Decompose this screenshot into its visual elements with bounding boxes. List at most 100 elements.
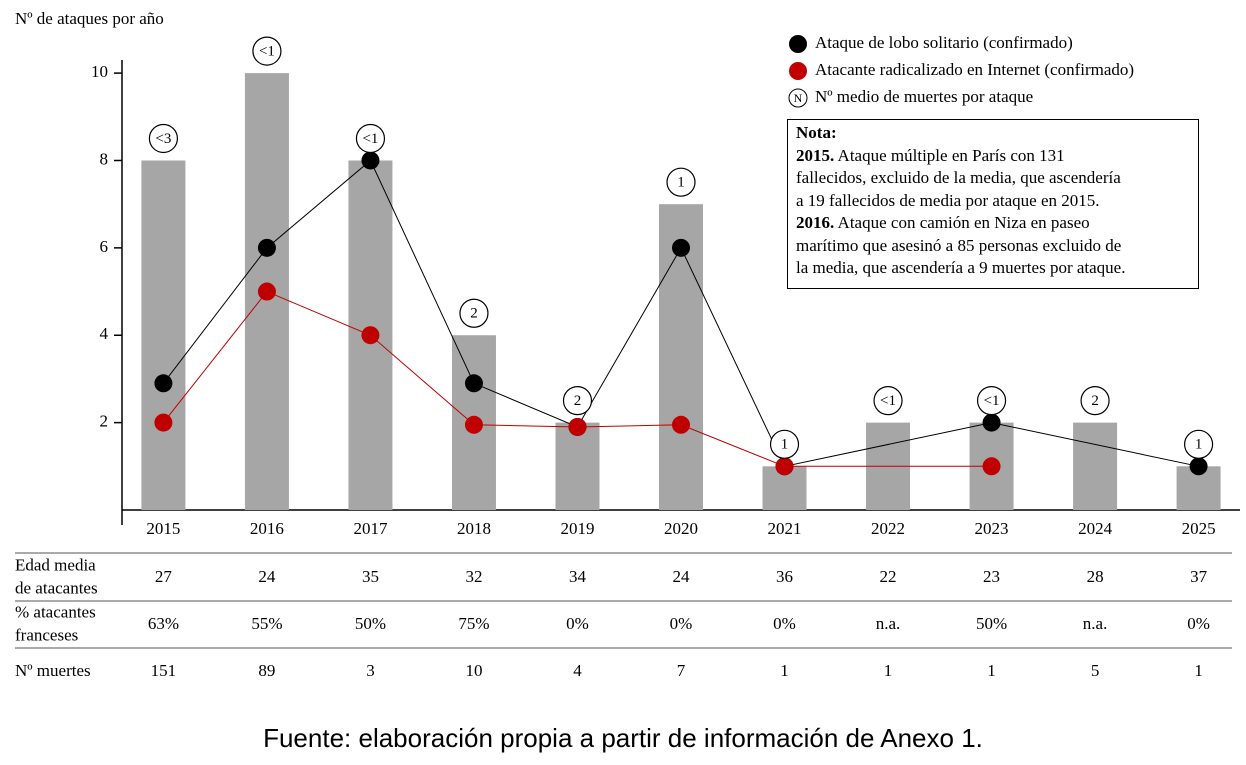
table-cell: 75% (458, 614, 489, 633)
bubble-label: 2 (574, 393, 582, 409)
series-dot (672, 238, 690, 257)
source: Fuente: elaboración propia a partir de i… (263, 723, 983, 753)
note: Nota: 2015. Ataque múltiple en París con… (787, 119, 1199, 289)
legend-bubble-symbol: N (794, 91, 803, 105)
legend-label: Atacante radicalizado en Internet (confi… (815, 60, 1134, 79)
y-tick-label: 4 (100, 324, 109, 343)
bar (555, 422, 600, 510)
table-cell: 10 (465, 661, 482, 680)
table-cell: 50% (355, 614, 386, 633)
table-cell: 63% (148, 614, 179, 633)
bubble-label: <1 (984, 393, 1000, 409)
table-cell: 89 (258, 661, 275, 680)
note-line: la media, que ascendería a 9 muertes por… (796, 257, 1190, 280)
series-dot (154, 413, 173, 432)
x-tick-label: 2016 (250, 519, 284, 538)
table-cell: 1 (884, 661, 893, 680)
series-dot (361, 151, 380, 170)
note-text: Ataque múltiple en París con 131 (834, 145, 1065, 165)
bubble-label: <1 (880, 393, 896, 409)
table-cell: 35 (362, 567, 379, 586)
table-cell: 0% (773, 614, 796, 633)
bubble-label: <1 (259, 44, 275, 60)
table-cell: 0% (566, 614, 589, 633)
x-tick-label: 2020 (664, 519, 698, 538)
table-cell: 32 (465, 567, 482, 586)
table-cell: 5 (1091, 661, 1100, 680)
legend-label: Ataque de lobo solitario (confirmado) (815, 33, 1073, 52)
note-text: marítimo que asesinó a 85 personas exclu… (796, 235, 1122, 255)
y-tick-label: 8 (100, 149, 109, 168)
series-dot (361, 326, 380, 345)
x-tick-label: 2021 (768, 519, 802, 538)
table-cell: 55% (251, 614, 282, 633)
bubble (1080, 386, 1110, 416)
bar (1073, 422, 1118, 510)
table-cell: 0% (1187, 614, 1210, 633)
table-cell: 151 (151, 661, 177, 680)
table-cell: 1 (987, 661, 996, 680)
x-tick-label: 2022 (871, 519, 905, 538)
bubble (148, 123, 179, 154)
bubble-label: 2 (1091, 393, 1099, 409)
table-cell: 23 (983, 567, 1000, 586)
series-dot (257, 282, 276, 301)
bubble (666, 167, 696, 197)
x-tick-label: 2023 (975, 519, 1009, 538)
table-cell: 24 (258, 567, 276, 586)
bubble (562, 386, 593, 416)
y-tick-label: 10 (91, 62, 108, 81)
table-cell: 24 (673, 567, 691, 586)
series-dot (982, 413, 1001, 432)
note-year: 2016. (796, 213, 835, 232)
bubble (769, 429, 800, 459)
bubble (355, 123, 386, 154)
y-tick-label: 6 (100, 237, 109, 256)
table-cell: 3 (366, 661, 375, 680)
table-cell: 1 (1194, 661, 1203, 680)
legend-marker (789, 62, 807, 80)
x-tick-label: 2025 (1182, 519, 1216, 538)
bubble (252, 36, 282, 66)
bubble-label: 2 (470, 306, 478, 322)
series-dot (982, 457, 1001, 476)
series-dot (568, 417, 587, 436)
bubble (873, 386, 903, 416)
note-line: a 19 fallecidos de media por ataque en 2… (796, 190, 1190, 213)
note-text: la media, que ascendería a 9 muertes por… (796, 258, 1126, 277)
series-dot (775, 457, 794, 476)
note-year: 2015. (796, 145, 835, 165)
y-axis-label: Nº de ataques por año (15, 9, 164, 28)
legend-label: Nº medio de muertes por ataque (815, 87, 1033, 106)
bubble (1183, 429, 1214, 459)
row-label: de atacantes (15, 578, 98, 597)
bar (141, 160, 186, 510)
table-cell: 1 (780, 661, 789, 680)
table-cell: 4 (573, 661, 582, 680)
x-tick-label: 2018 (457, 519, 491, 538)
x-tick-label: 2019 (560, 519, 594, 538)
table-cell: n.a. (1083, 614, 1108, 633)
series-dot (464, 374, 483, 393)
series-line (163, 290, 992, 467)
row-label: Nº muertes (15, 661, 91, 680)
series-dot (257, 238, 276, 257)
y-tick-label: 2 (100, 412, 109, 431)
bubble-label: 1 (1195, 437, 1203, 453)
x-tick-label: 2015 (146, 519, 180, 538)
note-text: Ataque con camión en Niza en paseo (834, 213, 1090, 232)
table-cell: 37 (1190, 567, 1208, 586)
x-tick-label: 2017 (353, 519, 388, 538)
bubble (976, 386, 1007, 416)
bubble (459, 298, 489, 328)
x-tick-label: 2024 (1078, 519, 1113, 538)
row-label: franceses (15, 625, 78, 644)
table-cell: 7 (677, 661, 686, 680)
bubble-label: 1 (781, 437, 789, 453)
table-cell: 28 (1087, 567, 1104, 586)
table-cell: 34 (569, 567, 587, 586)
legend-bubble (788, 88, 808, 108)
note-text: a 19 fallecidos de media por ataque en 2… (796, 190, 1100, 210)
row-label: Edad media (15, 555, 96, 574)
series-dot (672, 415, 690, 434)
